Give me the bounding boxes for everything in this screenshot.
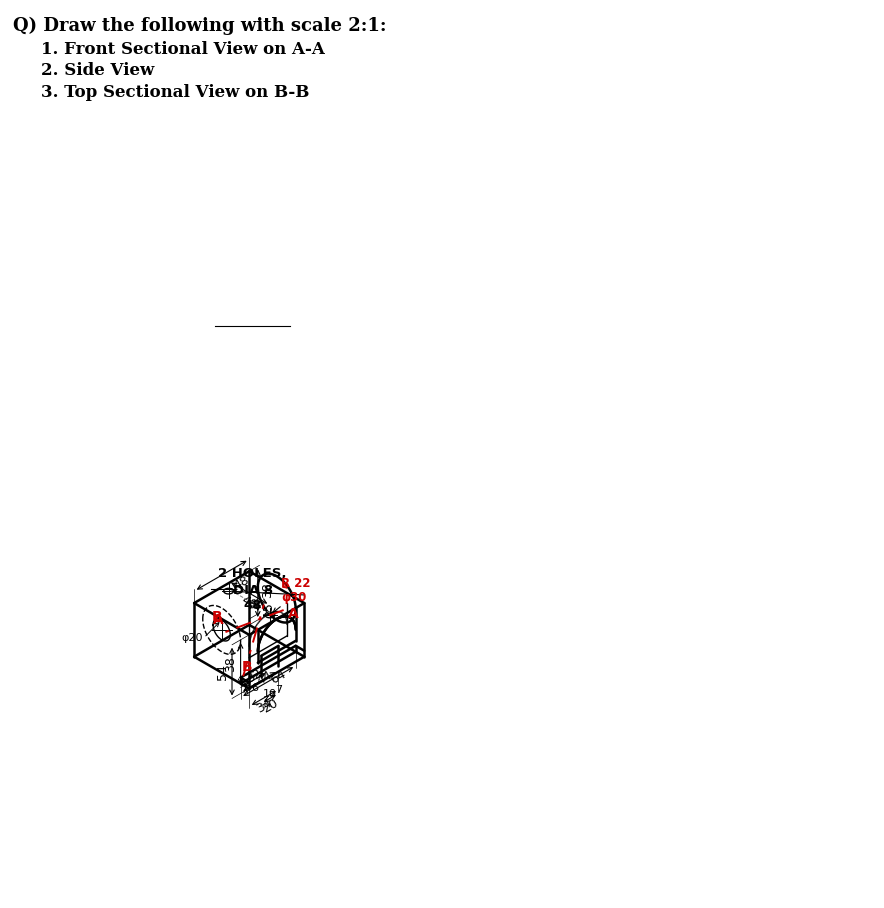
Text: 48: 48 — [232, 574, 252, 593]
Text: 2 HOLES,: 2 HOLES, — [218, 568, 287, 580]
Text: 34: 34 — [254, 696, 274, 716]
Text: R 22: R 22 — [281, 577, 310, 590]
Text: 32: 32 — [244, 666, 264, 686]
Text: 3. Top Sectional View on B-B: 3. Top Sectional View on B-B — [41, 84, 309, 102]
Text: 44: 44 — [255, 668, 275, 687]
Text: 2. Side View: 2. Side View — [41, 63, 154, 80]
Text: DIA 8: DIA 8 — [232, 584, 273, 597]
Text: 54: 54 — [216, 664, 229, 679]
Text: 20: 20 — [260, 696, 280, 716]
Text: 38: 38 — [225, 656, 237, 672]
Text: 64: 64 — [268, 667, 288, 686]
Text: 6: 6 — [252, 683, 259, 693]
Text: 10: 10 — [263, 688, 277, 698]
Text: 7: 7 — [275, 685, 282, 695]
Text: B: B — [211, 610, 222, 624]
Text: 1. Front Sectional View on A-A: 1. Front Sectional View on A-A — [41, 41, 324, 57]
Text: 48: 48 — [239, 594, 259, 613]
Text: 48: 48 — [243, 599, 262, 612]
Text: Q) Draw the following with scale 2:1:: Q) Draw the following with scale 2:1: — [12, 16, 386, 35]
Text: 38: 38 — [262, 582, 274, 598]
Text: A: A — [288, 607, 299, 621]
Text: B: B — [242, 659, 253, 674]
Text: A: A — [213, 613, 224, 627]
Text: φ30: φ30 — [281, 591, 307, 604]
Text: 15: 15 — [262, 602, 274, 617]
Text: φ20: φ20 — [181, 633, 202, 643]
